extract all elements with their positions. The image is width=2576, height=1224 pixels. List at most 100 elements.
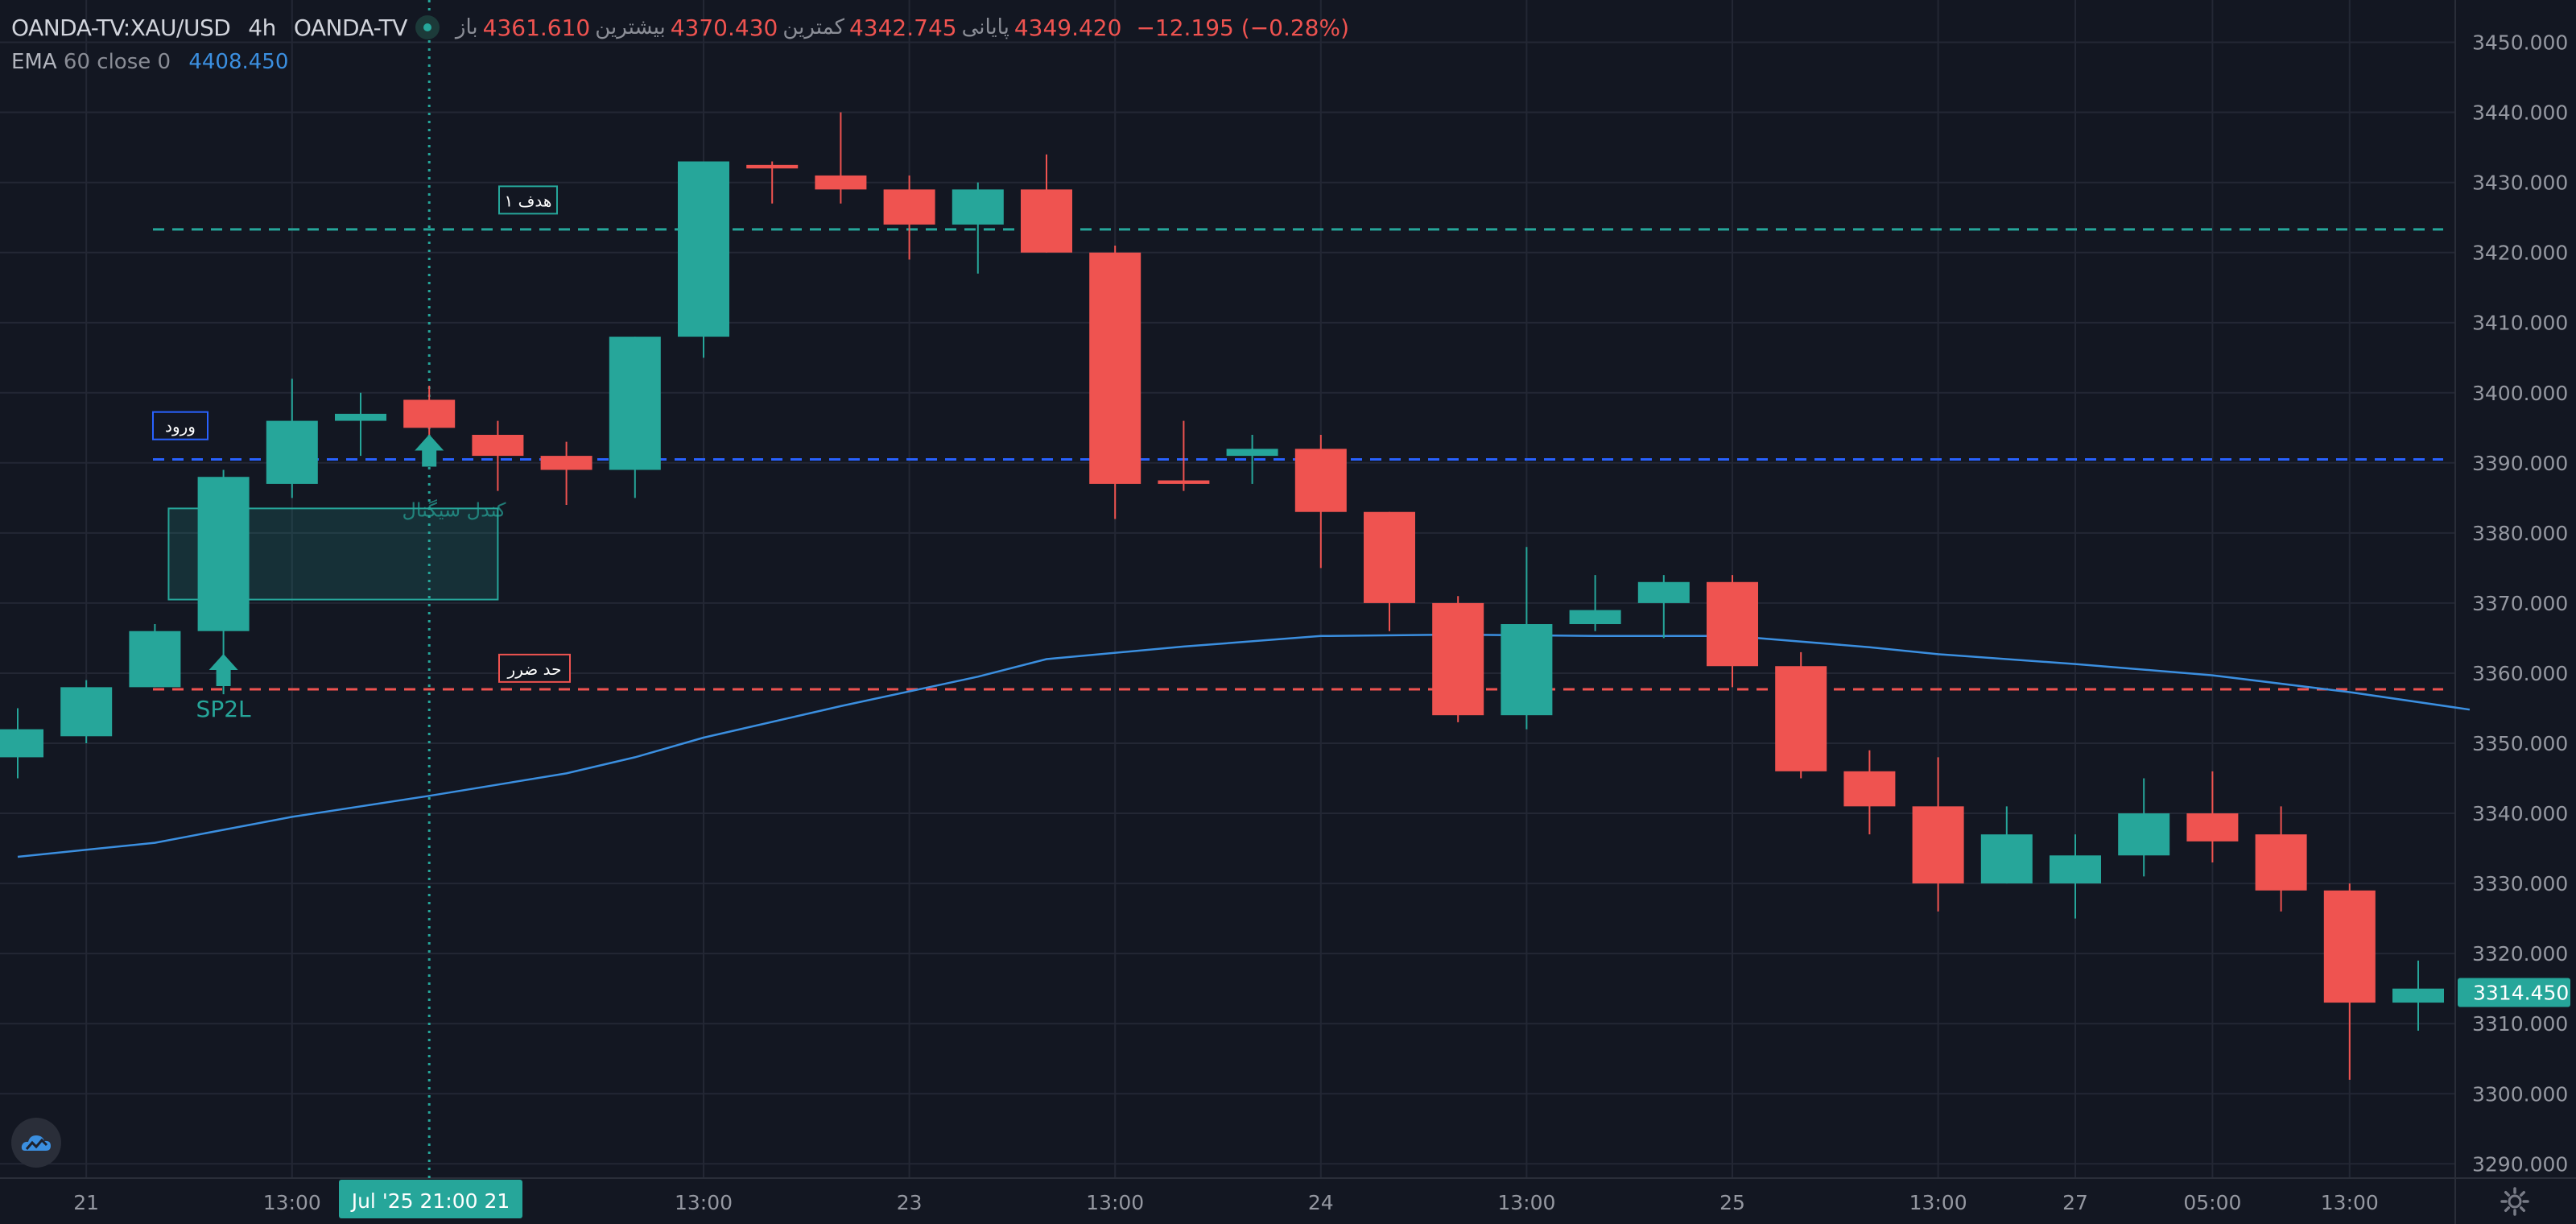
candle-body[interactable] <box>2392 988 2444 1003</box>
time-tick-label: 13:00 <box>1086 1191 1144 1214</box>
close-label: پایانی <box>961 15 1009 39</box>
price-tick-label: 3370.000 <box>2472 592 2568 615</box>
signal-marker-label: SP2L <box>196 696 251 722</box>
high-label: بیشترین <box>595 15 666 39</box>
candle-body[interactable] <box>1775 666 1827 771</box>
price-tick-label: 3450.000 <box>2472 31 2568 55</box>
time-tick-label: 13:00 <box>263 1191 321 1214</box>
change-value: −12.195 (−0.28%) <box>1136 14 1350 41</box>
candle-body[interactable] <box>266 420 318 484</box>
price-tick-label: 3360.000 <box>2472 662 2568 685</box>
ema-value: 4408.450 <box>188 50 289 74</box>
candle-body[interactable] <box>1569 610 1621 625</box>
candle-body[interactable] <box>0 729 43 758</box>
ema-name: EMA <box>11 50 57 74</box>
candle-body[interactable] <box>883 189 935 225</box>
candle-body[interactable] <box>2255 834 2307 891</box>
entry-label-box[interactable] <box>152 411 208 440</box>
time-tick-label: 24 <box>1308 1191 1334 1214</box>
candle-body[interactable] <box>1089 252 1141 484</box>
buy-signal-arrow-icon <box>415 434 444 467</box>
buy-signal-arrow-icon <box>208 653 238 686</box>
candle-body[interactable] <box>1843 771 1896 807</box>
candle-body[interactable] <box>2323 890 2376 1003</box>
ema-legend[interactable]: EMA 60 close 0 4408.450 <box>11 50 288 74</box>
symbol-title[interactable]: OANDA-TV:XAU/USD <box>11 14 231 41</box>
price-tick-label: 3430.000 <box>2472 172 2568 195</box>
candle-body[interactable] <box>2118 813 2170 856</box>
price-tick-label: 3310.000 <box>2472 1012 2568 1036</box>
time-tick-label: 27 <box>2062 1191 2088 1214</box>
open-label: باز <box>455 15 478 39</box>
candle-body[interactable] <box>540 456 592 470</box>
interval-label[interactable]: 4h <box>248 14 276 41</box>
price-tick-label: 3420.000 <box>2472 242 2568 265</box>
close-value: 4349.420 <box>1013 14 1122 41</box>
market-status-icon <box>415 15 440 39</box>
candle-body[interactable] <box>472 434 524 457</box>
source-label: OANDA-TV <box>293 14 408 41</box>
last-price-label: 3314.450 <box>2473 981 2569 1004</box>
candle-body[interactable] <box>815 175 867 190</box>
target-label-box[interactable] <box>498 185 558 215</box>
settings-gear-icon[interactable] <box>2500 1187 2529 1216</box>
tradingview-logo-icon[interactable] <box>11 1118 61 1168</box>
time-tick-label: 13:00 <box>675 1191 733 1214</box>
price-tick-label: 3320.000 <box>2472 942 2568 966</box>
candle-body[interactable] <box>952 189 1004 225</box>
price-tick-label: 3330.000 <box>2472 872 2568 895</box>
time-tick-label: 13:00 <box>1497 1191 1555 1214</box>
last-price-tag <box>2458 978 2570 1007</box>
candle-body[interactable] <box>197 477 250 631</box>
price-tick-label: 3390.000 <box>2472 452 2568 475</box>
candle-body[interactable] <box>746 164 799 169</box>
candle-body[interactable] <box>1912 806 1964 884</box>
price-tick-label: 3350.000 <box>2472 732 2568 755</box>
price-tick-label: 3300.000 <box>2472 1082 2568 1106</box>
signal-zone-label: کندل سیگنال <box>402 498 506 521</box>
candle-body[interactable] <box>2050 855 2101 884</box>
candle-body[interactable] <box>1707 581 1758 667</box>
candle-body[interactable] <box>60 687 113 737</box>
price-tick-label: 3440.000 <box>2472 101 2568 125</box>
open-value: 4361.610 <box>482 14 591 41</box>
candle-body[interactable] <box>1432 602 1484 716</box>
time-tick-label: 13:00 <box>1909 1191 1967 1214</box>
candle-body[interactable] <box>335 413 386 421</box>
price-tick-label: 3410.000 <box>2472 312 2568 335</box>
ema-line[interactable] <box>17 633 2471 858</box>
legend-header: OANDA-TV:XAU/USD 4h OANDA-TV باز 4361.61… <box>11 11 1349 43</box>
candle-body[interactable] <box>1364 511 1415 603</box>
candle-body[interactable] <box>1637 581 1690 603</box>
time-tick-label: 05:00 <box>2183 1191 2241 1214</box>
candle-body[interactable] <box>678 161 729 337</box>
candle-body[interactable] <box>1294 449 1347 512</box>
crosshair-time-tag <box>339 1180 522 1218</box>
candle-body[interactable] <box>1226 449 1278 457</box>
price-tick-label: 3340.000 <box>2472 802 2568 825</box>
candle-body[interactable] <box>129 631 181 688</box>
candle-body[interactable] <box>1021 189 1072 253</box>
target-label: هدف ۱ <box>505 191 552 210</box>
time-tick-label: 13:00 <box>2321 1191 2379 1214</box>
low-value: 4342.745 <box>848 14 957 41</box>
candle-body[interactable] <box>403 399 456 428</box>
price-tick-label: 3290.000 <box>2472 1152 2568 1176</box>
low-label: کمترین <box>782 15 844 39</box>
candle-body[interactable] <box>1501 624 1553 716</box>
cloud-icon <box>21 1135 51 1151</box>
stop-label-box[interactable] <box>498 653 571 683</box>
time-tick-label: 23 <box>897 1191 923 1214</box>
price-tick-label: 3380.000 <box>2472 522 2568 545</box>
high-value: 4370.430 <box>670 14 778 41</box>
candle-body[interactable] <box>2186 813 2239 842</box>
price-tick-label: 3400.000 <box>2472 382 2568 405</box>
candle-body[interactable] <box>609 337 661 470</box>
candle-body[interactable] <box>1158 480 1210 484</box>
ema-params: 60 close 0 <box>63 50 171 74</box>
crosshair-time-label: Jul '25 21:00 21 <box>350 1189 510 1213</box>
candle-body[interactable] <box>1980 834 2033 884</box>
stop-label: حد ضرر <box>507 660 562 679</box>
